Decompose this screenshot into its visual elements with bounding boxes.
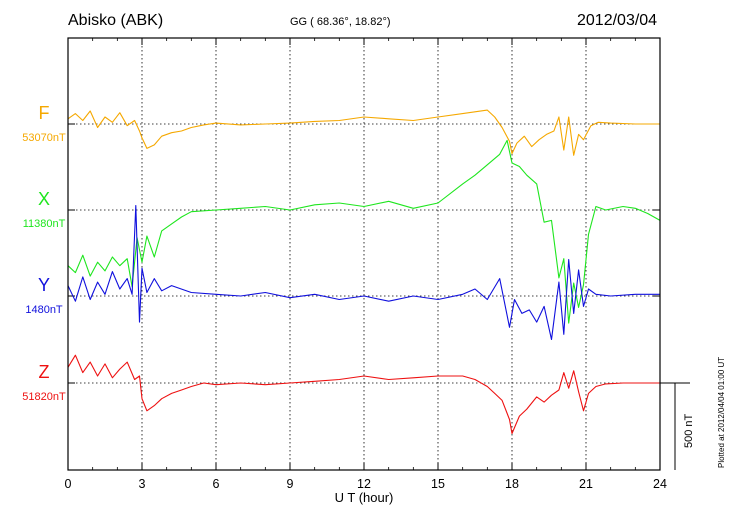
component-baseline-y: 1480nT [25,304,63,316]
x-tick-label-24: 24 [653,477,667,491]
series-line-z [67,354,660,435]
scale-bar-label: 500 nT [683,413,695,448]
station-title: Abisko (ABK) [68,12,164,29]
x-tick-label-15: 15 [431,477,445,491]
x-tick-label-18: 18 [505,477,519,491]
scale-bar: 500 nT [660,382,695,470]
data-series [67,109,661,435]
series-line-y [67,204,660,341]
plotted-timestamp: Plotted at 2012/04/04 01:00 UT [717,357,726,468]
component-baseline-f: 53070nT [22,132,66,144]
component-baseline-x: 11380nT [23,218,66,230]
component-labels: F 53070nT X 11380nT Y 1480nT Z 51820nT [22,103,66,403]
x-tick-label-3: 3 [139,477,146,491]
component-letter-x: X [38,189,50,209]
x-tick-label-21: 21 [579,477,593,491]
x-axis: 0 3 6 9 12 15 18 21 24 [65,38,667,491]
plot-frame [67,37,661,471]
x-tick-label-6: 6 [213,477,220,491]
grid-lines [141,38,587,470]
date-label: 2012/03/04 [577,12,658,29]
coordinates-label: GG ( 68.36°, 18.82°) [290,16,391,28]
x-tick-label-12: 12 [357,477,371,491]
component-letter-z: Z [39,362,50,382]
component-letter-f: F [39,103,50,123]
component-baseline-z: 51820nT [22,391,66,403]
x-tick-label-9: 9 [287,477,294,491]
series-line-f [67,109,660,156]
x-axis-title: U T (hour) [335,490,394,505]
x-tick-label-0: 0 [65,477,72,491]
component-letter-y: Y [38,275,50,295]
